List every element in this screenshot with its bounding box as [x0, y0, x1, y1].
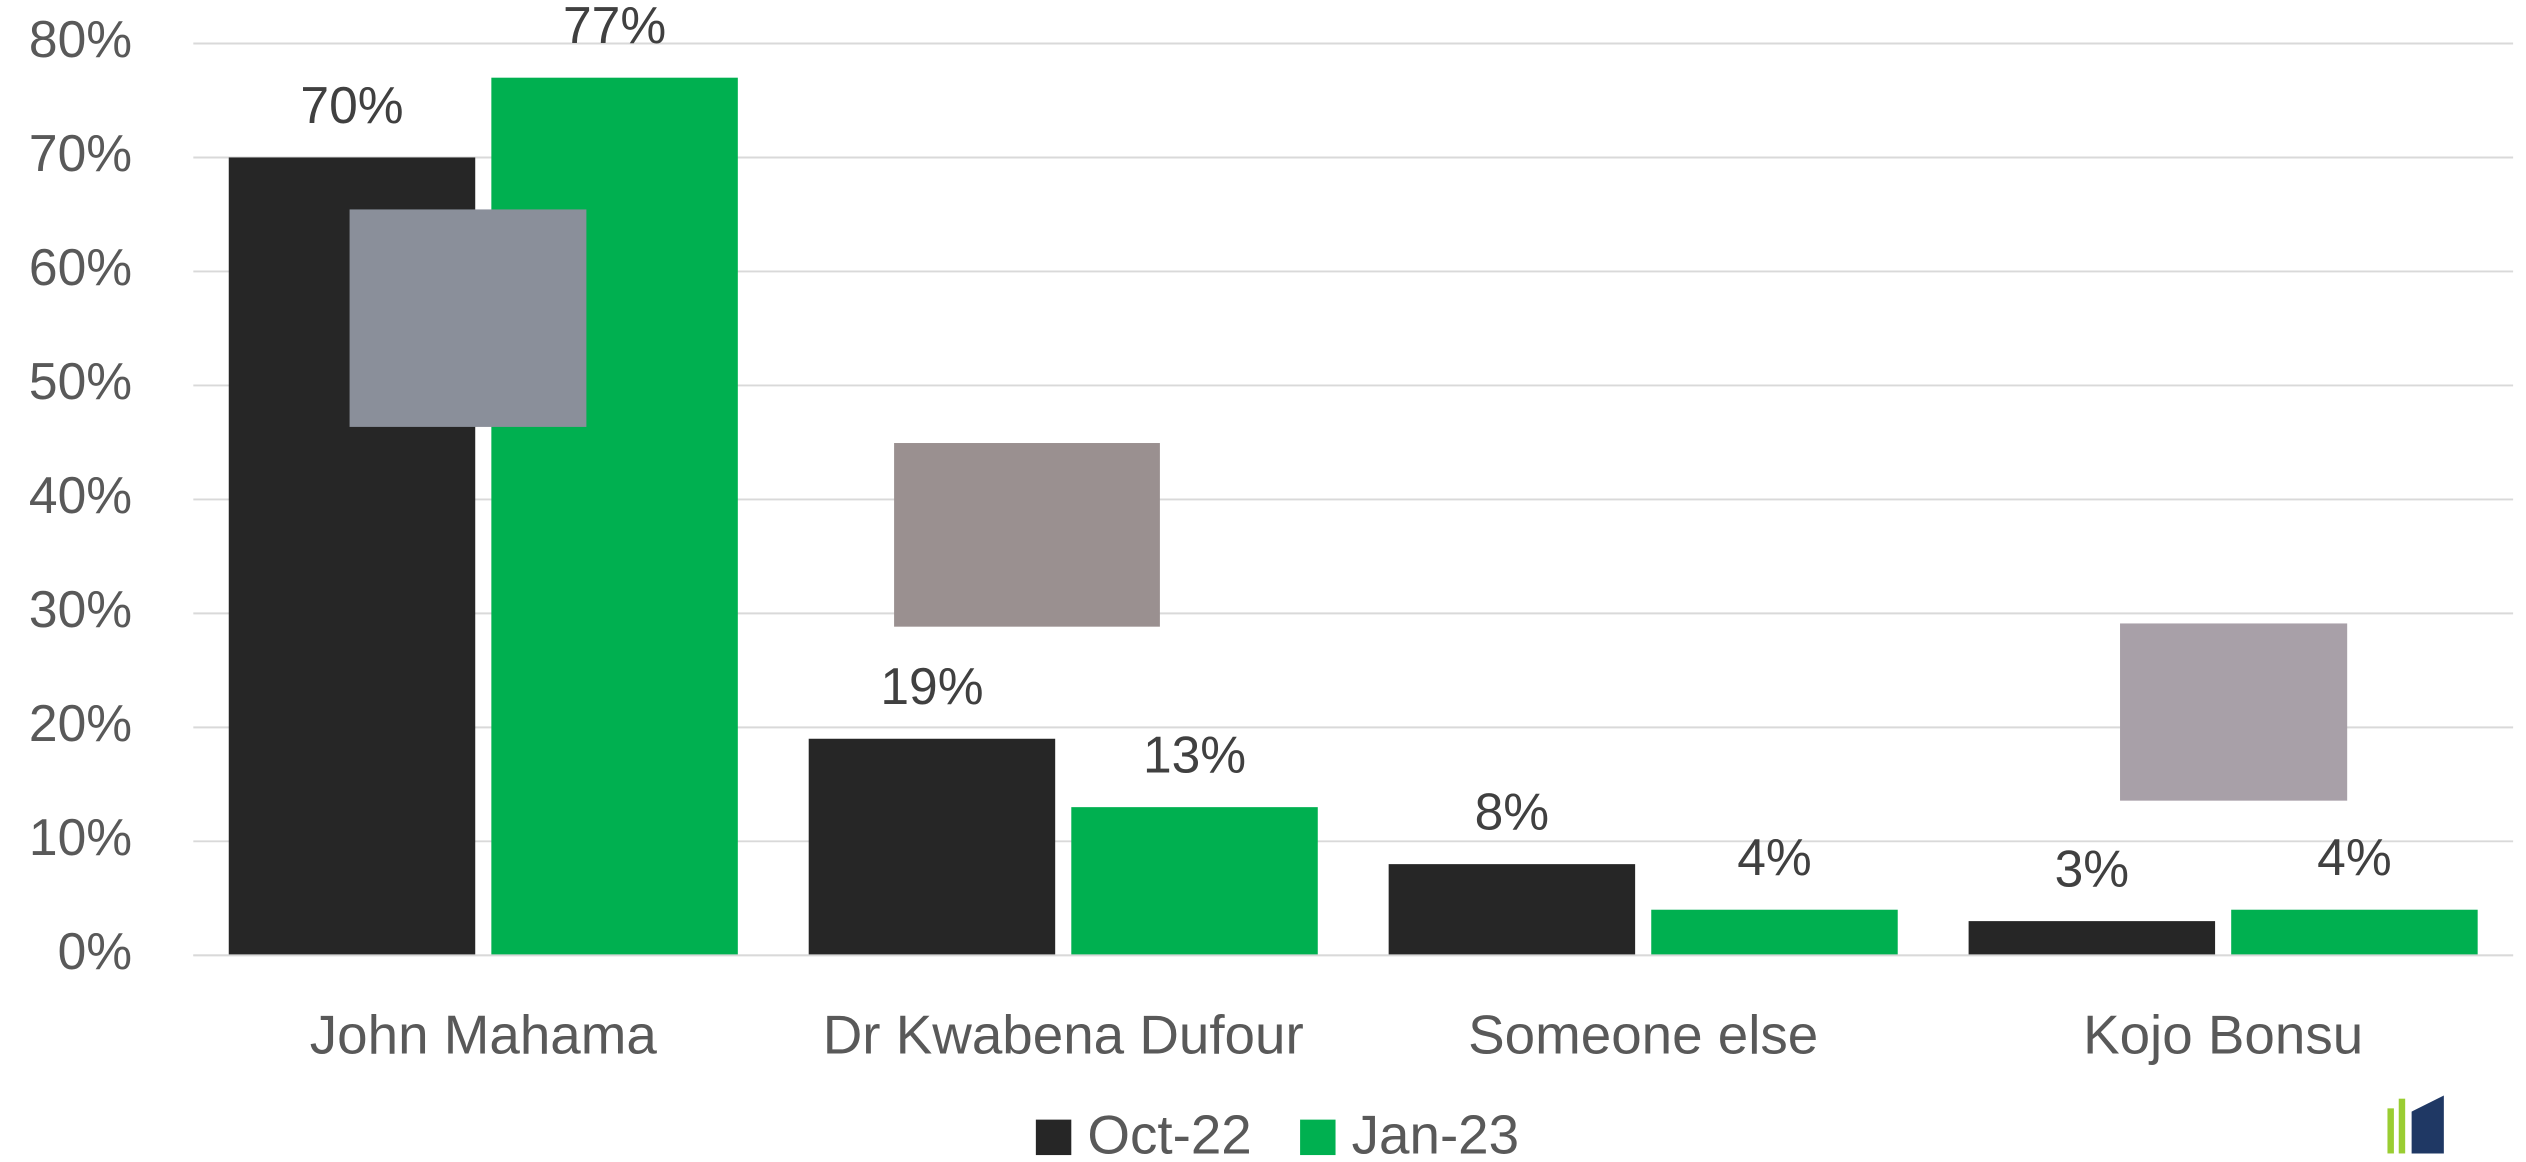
x-tick-label: John Mahama: [310, 1004, 658, 1066]
bar: [491, 78, 737, 956]
value-label: 77%: [563, 0, 666, 54]
legend-label: Jan-23: [1352, 1103, 1519, 1162]
y-tick-label: 20%: [29, 694, 132, 752]
logo-shape: [2412, 1095, 2444, 1153]
bar: [2231, 910, 2477, 956]
x-tick-label: Dr Kwabena Dufour: [823, 1004, 1304, 1066]
y-tick-label: 70%: [29, 124, 132, 182]
photo: [2120, 623, 2347, 800]
chart: 0% 10% 20% 30% 40% 50% 60% 70% 80% John Mahama 70%…: [0, 0, 2526, 1162]
y-tick-label: 60%: [29, 238, 132, 296]
x-tick-label: Kojo Bonsu: [2083, 1004, 2363, 1066]
y-tick-label: 50%: [29, 352, 132, 410]
value-label: 13%: [1143, 725, 1246, 783]
bar: [1651, 910, 1897, 956]
x-tick-label: Someone else: [1468, 1004, 1818, 1066]
logo-bar: [2399, 1099, 2405, 1154]
value-label: 4%: [1737, 828, 1812, 886]
value-label: 3%: [2055, 839, 2130, 897]
y-tick-label: 40%: [29, 466, 132, 524]
y-tick-label: 80%: [29, 10, 132, 68]
bar: [1389, 864, 1635, 955]
legend-swatch: [1300, 1120, 1335, 1155]
value-label: 4%: [2317, 828, 2392, 886]
logo: [2387, 1095, 2443, 1153]
value-label: 8%: [1475, 782, 1550, 840]
y-tick-label: 0%: [58, 922, 133, 980]
bar: [1071, 807, 1317, 955]
logo-bar: [2387, 1108, 2393, 1153]
y-tick-label: 30%: [29, 580, 132, 638]
legend-label: Oct-22: [1087, 1103, 1251, 1162]
value-label: 19%: [880, 657, 983, 715]
photo: [350, 209, 587, 426]
photo: [894, 443, 1160, 627]
bar: [809, 739, 1055, 956]
value-label: 70%: [300, 76, 403, 134]
bar: [1969, 921, 2215, 955]
y-tick-label: 10%: [29, 808, 132, 866]
legend-swatch: [1036, 1120, 1071, 1155]
